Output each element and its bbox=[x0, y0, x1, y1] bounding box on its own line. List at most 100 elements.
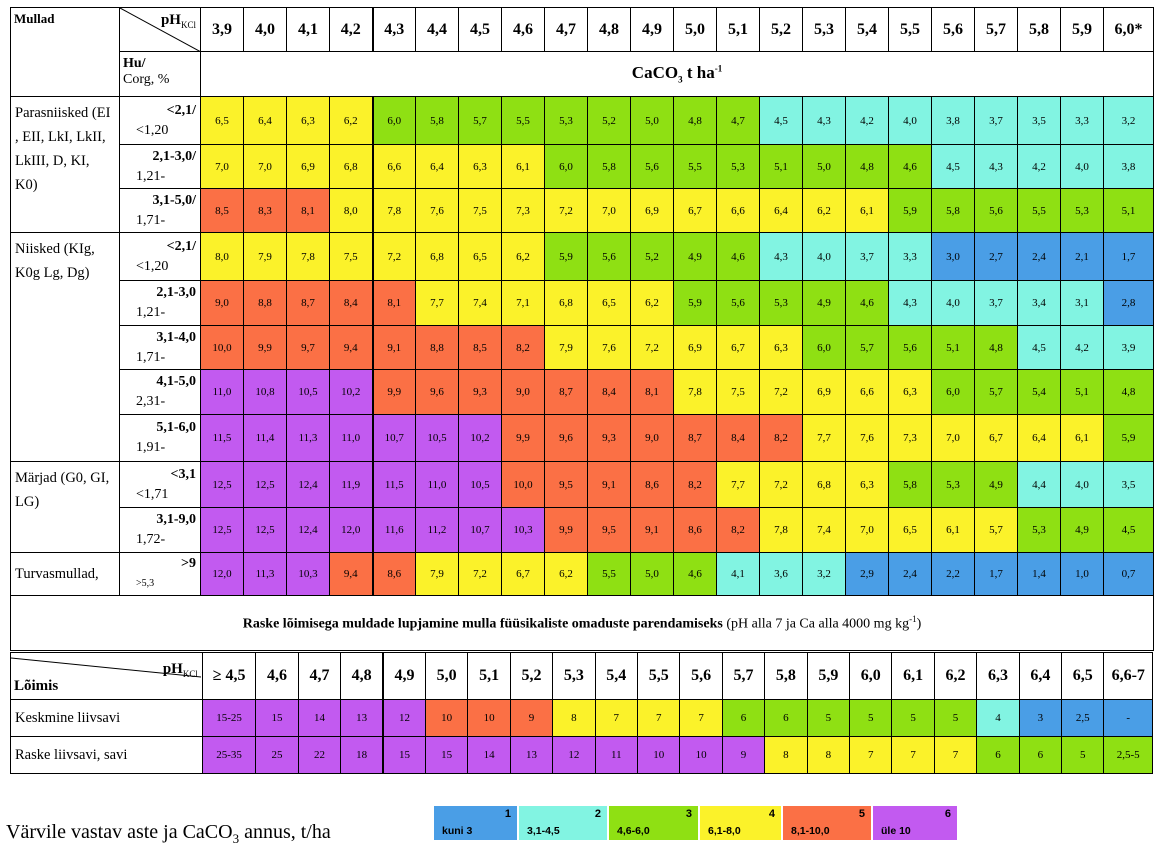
ph-column-header: 5,3 bbox=[552, 652, 596, 700]
note-sup: -1 bbox=[909, 613, 917, 624]
lime-dose-cell: 10,0 bbox=[200, 325, 244, 370]
lime-dose-cell: 6,0 bbox=[544, 144, 588, 189]
lime-dose-cell: 5,5 bbox=[501, 96, 545, 145]
lime-dose-cell: 4 bbox=[976, 699, 1020, 737]
lime-dose-cell: 8,2 bbox=[501, 325, 545, 370]
lime-dose-cell: 4,8 bbox=[1103, 369, 1154, 415]
corg-range-bottom: <1,71 bbox=[136, 486, 169, 502]
lime-dose-cell: 4,5 bbox=[1017, 325, 1061, 370]
lime-dose-cell: 8,0 bbox=[329, 188, 373, 233]
lime-dose-cell: 6,2 bbox=[544, 552, 588, 596]
lime-dose-cell: 9,4 bbox=[329, 325, 373, 370]
lime-dose-cell: 4,5 bbox=[1103, 507, 1154, 553]
lime-dose-cell: 11,3 bbox=[286, 414, 330, 462]
lime-dose-cell: 1,4 bbox=[1017, 552, 1061, 596]
lime-dose-cell: 9,1 bbox=[371, 325, 416, 370]
lime-dose-cell: 6,5 bbox=[200, 96, 244, 145]
ph-column-header: 5,5 bbox=[636, 652, 681, 700]
legend-item: 3 4,6-6,0 bbox=[609, 806, 698, 840]
legend-caption: Värvile vastav aste ja CaCO3 annus, t/ha bbox=[6, 821, 331, 846]
corg-range-bottom: 1,91- bbox=[136, 440, 166, 455]
corg-range-bottom: 1,21- bbox=[136, 168, 166, 184]
lime-dose-cell: 7,5 bbox=[329, 232, 373, 281]
lime-dose-cell: 7,3 bbox=[501, 188, 545, 233]
lime-dose-cell: 8 bbox=[764, 736, 808, 774]
lime-dose-cell: 10 bbox=[636, 736, 681, 774]
lime-dose-cell: 9,5 bbox=[587, 507, 631, 553]
lime-dose-cell: 2,4 bbox=[888, 552, 932, 596]
ph-column-header: 5,1 bbox=[467, 652, 511, 700]
lime-dose-cell: 5 bbox=[806, 699, 851, 737]
ph-column-header: 5,6 bbox=[931, 7, 975, 52]
lime-dose-cell: 9,3 bbox=[587, 414, 631, 462]
lime-dose-cell: 8,5 bbox=[200, 188, 244, 233]
lime-dose-cell: 9,7 bbox=[286, 325, 330, 370]
ph-column-header: 4,8 bbox=[340, 652, 384, 700]
lime-dose-cell: 5,2 bbox=[587, 96, 631, 145]
ph-column-header: 5,4 bbox=[594, 652, 639, 700]
lime-dose-cell: 8,8 bbox=[415, 325, 459, 370]
lime-dose-cell: 25 bbox=[255, 736, 299, 774]
lime-dose-cell: 6 bbox=[721, 699, 766, 737]
lime-dose-cell: 6,3 bbox=[888, 369, 932, 415]
lime-dose-cell: 5,0 bbox=[630, 552, 674, 596]
lime-dose-cell: 2,5 bbox=[1061, 699, 1105, 737]
ph-column-header: 6,2 bbox=[933, 652, 978, 700]
legend-item: 6 üle 10 bbox=[873, 806, 957, 840]
lime-dose-cell: 7,8 bbox=[759, 507, 803, 553]
lime-dose-cell: 8,4 bbox=[716, 414, 760, 462]
corg-range-bottom: 1,71- bbox=[136, 212, 166, 228]
lime-dose-cell: 5,3 bbox=[716, 144, 760, 189]
lime-dose-cell: 6 bbox=[1018, 736, 1063, 774]
lime-dose-cell: 6,5 bbox=[458, 232, 502, 281]
lime-dose-cell: 6,5 bbox=[888, 507, 932, 553]
lime-dose-cell: 11,3 bbox=[243, 552, 287, 596]
lime-dose-cell: 7,9 bbox=[415, 552, 459, 596]
lime-dose-cell: 18 bbox=[340, 736, 384, 774]
lime-dose-cell: 10 bbox=[424, 699, 469, 737]
lime-dose-cell: 3,1 bbox=[1060, 280, 1104, 326]
lime-dose-cell: 11,0 bbox=[200, 369, 244, 415]
lime-dose-cell: 4,2 bbox=[1060, 325, 1104, 370]
lime-dose-cell: 5,0 bbox=[630, 96, 674, 145]
lime-dose-cell: 3,5 bbox=[1103, 461, 1154, 508]
ph-label: pHKCl bbox=[160, 12, 196, 30]
ph-column-header: 6,0 bbox=[849, 652, 893, 700]
lime-dose-cell: 9,1 bbox=[630, 507, 674, 553]
lime-dose-cell: 4,2 bbox=[845, 96, 889, 145]
table-row: 3,1-9,0 1,72- 12,5 12,5 12,4 12,0 11,6 11,2 10,7… bbox=[11, 507, 1154, 553]
lime-dose-cell: 10,5 bbox=[458, 461, 502, 508]
ph-column-header: 5,4 bbox=[845, 7, 889, 52]
hu-range-top: 2,1-3,0 bbox=[156, 285, 196, 300]
lime-dose-cell: 6,4 bbox=[759, 188, 803, 233]
lime-dose-cell: 6 bbox=[764, 699, 808, 737]
legend-number: 5 bbox=[858, 808, 865, 820]
legend-range: 4,6-6,0 bbox=[617, 825, 650, 837]
legend-item: 4 6,1-8,0 bbox=[700, 806, 781, 840]
lime-dose-cell: 2,9 bbox=[845, 552, 889, 596]
lime-dose-cell: 9,9 bbox=[371, 369, 416, 415]
corg-range-bottom: 1,72- bbox=[136, 532, 166, 547]
lime-dose-cell: 6,8 bbox=[329, 144, 373, 189]
hu-range-top: <3,1 bbox=[170, 466, 196, 482]
lime-dose-cell: 5,3 bbox=[931, 461, 975, 508]
lime-dose-cell: 12,0 bbox=[329, 507, 373, 553]
lime-dose-cell: 10,2 bbox=[329, 369, 373, 415]
corg-range-bottom: <1,20 bbox=[136, 122, 169, 138]
lime-dose-cell: 9,9 bbox=[501, 414, 545, 462]
lime-dose-cell: 7 bbox=[679, 699, 723, 737]
note-row: Raske lõimisega muldade lupjamine mulla … bbox=[10, 595, 1154, 651]
lime-dose-cell: 8,7 bbox=[544, 369, 588, 415]
ph-corner-header: pHKCl bbox=[119, 7, 201, 52]
lime-dose-cell: 5,5 bbox=[1017, 188, 1061, 233]
hu-range-cell: 4,1-5,0 2,31- bbox=[119, 369, 201, 415]
lime-dose-cell: 8,6 bbox=[371, 552, 416, 596]
lime-dose-cell: 5 bbox=[933, 699, 978, 737]
legend-range: üle 10 bbox=[881, 825, 911, 837]
ph-column-header: 5,3 bbox=[802, 7, 846, 52]
lime-dose-cell: 9,6 bbox=[544, 414, 588, 462]
lime-dose-cell: 10 bbox=[679, 736, 723, 774]
lime-dose-cell: 5,8 bbox=[587, 144, 631, 189]
lime-dose-cell: 3,5 bbox=[1017, 96, 1061, 145]
lime-dose-cell: 15 bbox=[424, 736, 469, 774]
